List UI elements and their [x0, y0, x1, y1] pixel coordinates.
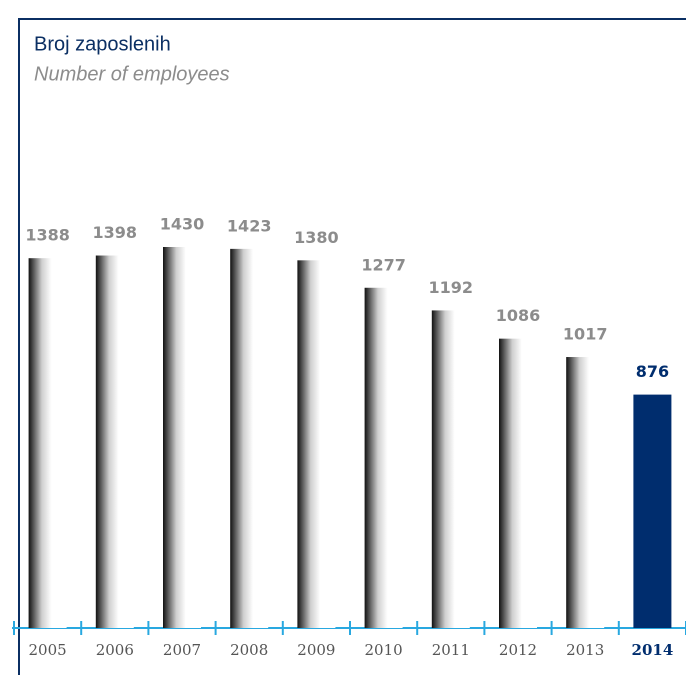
x-tick-label: 2010: [365, 641, 403, 659]
bar: [95, 255, 134, 628]
x-tick-label: 2011: [432, 641, 470, 659]
bar: [633, 394, 672, 628]
bar: [364, 287, 403, 628]
bar: [566, 357, 605, 628]
x-tick-label: 2006: [96, 641, 134, 659]
value-label: 1380: [294, 228, 339, 247]
chart-title: Broj zaposlenih: [34, 33, 171, 55]
x-tick-label: 2013: [566, 641, 604, 659]
bar: [28, 258, 67, 628]
x-tick-label: 2009: [297, 641, 335, 659]
bar: [163, 247, 201, 628]
bar: [499, 338, 537, 628]
value-label: 1086: [496, 306, 541, 325]
value-label: 1277: [361, 255, 406, 274]
chart-subtitle: Number of employees: [34, 63, 230, 85]
value-label: 1017: [563, 325, 608, 344]
value-label: 1192: [429, 278, 474, 297]
value-label: 876: [636, 362, 669, 381]
bar: [230, 248, 269, 628]
x-tick-label: 2012: [499, 641, 537, 659]
value-label: 1398: [93, 223, 138, 242]
value-label: 1423: [227, 216, 272, 235]
bar: [431, 310, 470, 628]
value-label: 1388: [25, 226, 70, 245]
frame: [18, 18, 686, 675]
x-tick-label: 2007: [163, 641, 201, 659]
x-tick-label: 2008: [230, 641, 268, 659]
bar: [297, 260, 336, 628]
value-label: 1430: [160, 215, 205, 234]
x-tick-label: 2005: [29, 641, 67, 659]
x-tick-label: 2014: [632, 641, 674, 659]
